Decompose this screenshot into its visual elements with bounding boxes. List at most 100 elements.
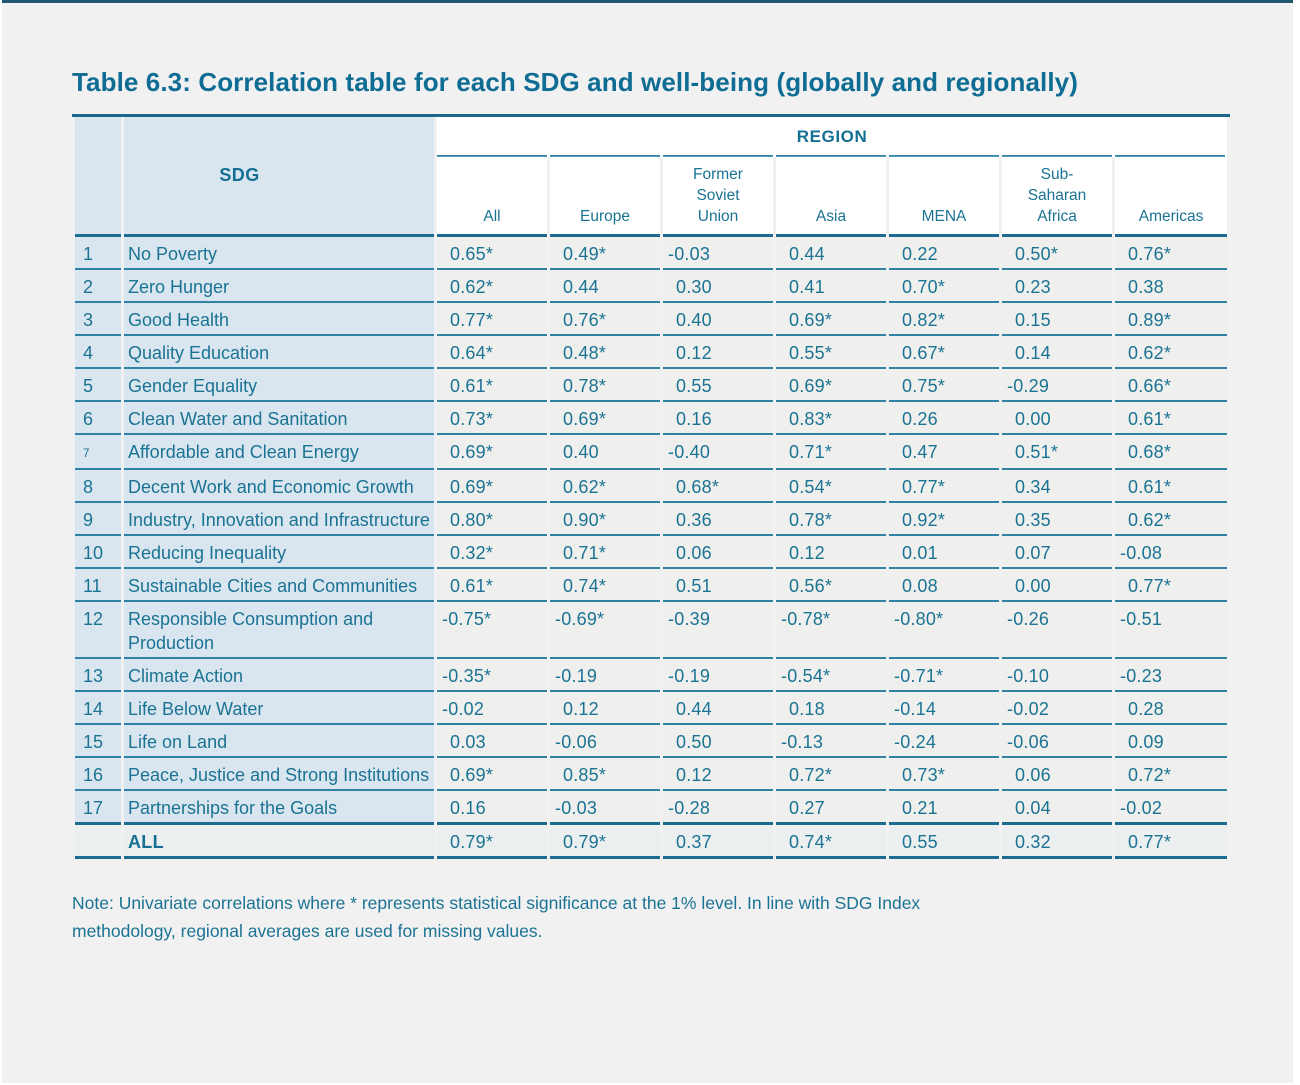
sdg-header-label: SDG: [124, 117, 434, 237]
row-number: 4: [75, 336, 121, 369]
value-cell: 0.12: [663, 336, 773, 369]
value-cell: 0.44: [776, 237, 886, 270]
value-cell: -0.78*: [776, 602, 886, 659]
value-cell: 0.12: [776, 536, 886, 569]
column-header: Sub-Saharan Africa: [1002, 157, 1112, 237]
table-row: ALL 0.79* 0.79* 0.37 0.74* 0.55 0.32 0.77*: [75, 825, 1228, 859]
table-row: 2 Zero Hunger 0.62* 0.44 0.30 0.41 0.70* 0.23…: [75, 270, 1228, 303]
value-cell: 0.74*: [550, 569, 660, 602]
column-header-row: All Europe Former Soviet Union Asia MENA Sub-…: [75, 157, 1228, 237]
value-cell: 0.40: [663, 303, 773, 336]
row-number: 2: [75, 270, 121, 303]
row-number: 1: [75, 237, 121, 270]
value-cell: 0.51: [663, 569, 773, 602]
sdg-name: ALL: [124, 825, 434, 859]
value-cell: -0.69*: [550, 602, 660, 659]
value-cell: 0.72*: [1115, 758, 1228, 791]
table-row: 12 Responsible Consumption and Productio…: [75, 602, 1228, 659]
sdg-name: Reducing Inequality: [124, 536, 434, 569]
row-number: 9: [75, 503, 121, 536]
value-cell: 0.40: [550, 435, 660, 470]
value-cell: 0.32: [1002, 825, 1112, 859]
value-cell: 0.50: [663, 725, 773, 758]
value-cell: 0.69*: [437, 470, 547, 503]
value-cell: 0.44: [550, 270, 660, 303]
value-cell: 0.85*: [550, 758, 660, 791]
value-cell: 0.00: [1002, 402, 1112, 435]
region-header-label: REGION: [437, 117, 1228, 157]
sdg-name: Life on Land: [124, 725, 434, 758]
sdg-name: Good Health: [124, 303, 434, 336]
value-cell: 0.06: [663, 536, 773, 569]
table-row: 9 Industry, Innovation and Infrastructur…: [75, 503, 1228, 536]
sdg-name: Climate Action: [124, 659, 434, 692]
value-cell: 0.12: [550, 692, 660, 725]
value-cell: 0.67*: [889, 336, 999, 369]
value-cell: 0.27: [776, 791, 886, 825]
table-row: 4 Quality Education 0.64* 0.48* 0.12 0.55* 0…: [75, 336, 1228, 369]
value-cell: 0.00: [1002, 569, 1112, 602]
value-cell: 0.62*: [1115, 336, 1228, 369]
value-cell: 0.54*: [776, 470, 886, 503]
value-cell: 0.76*: [550, 303, 660, 336]
table-row: 10 Reducing Inequality 0.32* 0.71* 0.06 0.1…: [75, 536, 1228, 569]
value-cell: 0.03: [437, 725, 547, 758]
value-cell: -0.14: [889, 692, 999, 725]
value-cell: 0.65*: [437, 237, 547, 270]
sdg-name: Gender Equality: [124, 369, 434, 402]
value-cell: 0.14: [1002, 336, 1112, 369]
value-cell: -0.35*: [437, 659, 547, 692]
table-row: 6 Clean Water and Sanitation 0.73* 0.69* 0…: [75, 402, 1228, 435]
value-cell: -0.39: [663, 602, 773, 659]
value-cell: 0.79*: [437, 825, 547, 859]
value-cell: 0.48*: [550, 336, 660, 369]
sdg-name: Quality Education: [124, 336, 434, 369]
value-cell: 0.64*: [437, 336, 547, 369]
value-cell: 0.71*: [776, 435, 886, 470]
row-number: 13: [75, 659, 121, 692]
row-number: 5: [75, 369, 121, 402]
value-cell: 0.62*: [437, 270, 547, 303]
page-content: Table 6.3: Correlation table for each SD…: [72, 67, 1230, 945]
value-cell: 0.30: [663, 270, 773, 303]
value-cell: 0.15: [1002, 303, 1112, 336]
value-cell: 0.41: [776, 270, 886, 303]
value-cell: 0.74*: [776, 825, 886, 859]
value-cell: 0.16: [663, 402, 773, 435]
row-number: 17: [75, 791, 121, 825]
region-header-row: SDG REGION: [75, 117, 1228, 237]
value-cell: 0.12: [663, 758, 773, 791]
value-cell: -0.02: [1115, 791, 1228, 825]
value-cell: -0.54*: [776, 659, 886, 692]
sdg-name: Partnerships for the Goals: [124, 791, 434, 825]
value-cell: 0.71*: [550, 536, 660, 569]
value-cell: 0.34: [1002, 470, 1112, 503]
column-header: MENA: [889, 157, 999, 237]
row-number: 10: [75, 536, 121, 569]
sdg-name: Affordable and Clean Energy: [124, 435, 434, 470]
sdg-name: No Poverty: [124, 237, 434, 270]
value-cell: 0.55*: [776, 336, 886, 369]
value-cell: 0.79*: [550, 825, 660, 859]
value-cell: -0.28: [663, 791, 773, 825]
value-cell: 0.73*: [437, 402, 547, 435]
value-cell: 0.69*: [550, 402, 660, 435]
sdg-name: Peace, Justice and Strong Institutions: [124, 758, 434, 791]
value-cell: 0.70*: [889, 270, 999, 303]
value-cell: -0.80*: [889, 602, 999, 659]
value-cell: 0.77*: [437, 303, 547, 336]
row-number: 11: [75, 569, 121, 602]
table-row: 1 No Poverty 0.65* 0.49* -0.03 0.44 0.22 0.50…: [75, 237, 1228, 270]
value-cell: -0.02: [437, 692, 547, 725]
value-cell: -0.08: [1115, 536, 1228, 569]
row-number: 7: [75, 435, 121, 470]
correlation-table-wrap: SDG REGION All Europe Former Soviet Union A…: [72, 114, 1230, 859]
value-cell: -0.24: [889, 725, 999, 758]
value-cell: -0.03: [663, 237, 773, 270]
value-cell: 0.61*: [437, 369, 547, 402]
value-cell: 0.90*: [550, 503, 660, 536]
value-cell: 0.07: [1002, 536, 1112, 569]
value-cell: -0.40: [663, 435, 773, 470]
value-cell: 0.78*: [550, 369, 660, 402]
value-cell: -0.19: [663, 659, 773, 692]
